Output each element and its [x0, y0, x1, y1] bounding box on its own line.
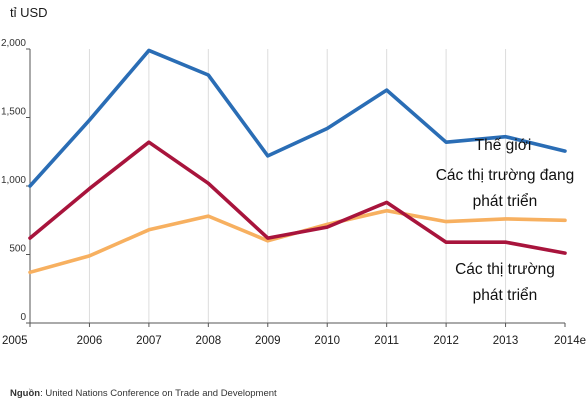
series-line-1 [28, 140, 567, 255]
x-tick-label: 2012 [433, 335, 459, 347]
y-tick-label: 500 [9, 244, 26, 255]
axes [29, 49, 565, 324]
series-label-line: Các thị trường [455, 261, 555, 278]
x-ticks: 2005 2006 2007 2008 2009 2010 2011 2012 2013 2014… [2, 323, 586, 347]
source-note: Nguồn: United Nations Conference on Trad… [10, 388, 277, 399]
x-tick-label: 2006 [77, 335, 103, 347]
series-label-2: Các thị trường đang phát triển [436, 167, 575, 210]
x-tick-label: 2013 [493, 335, 519, 347]
y-ticks: 0 500 1,000 1,500 2,000 [1, 38, 30, 324]
y-tick-label: 1,000 [1, 175, 26, 186]
x-tick-label: 2008 [196, 335, 222, 347]
x-tick-label: 2014e [554, 335, 586, 347]
series-label-line: Các thị trường đang [436, 167, 575, 184]
x-tick-label: 2011 [374, 335, 399, 347]
series-label-0: Thế giới [475, 137, 532, 154]
x-tick-label: 2010 [314, 335, 340, 347]
series-label-line: phát triển [473, 287, 538, 304]
y-axis-label: tỉ USD [10, 5, 48, 20]
y-tick-label: 1,500 [1, 107, 26, 118]
source-label: Nguồn [10, 388, 40, 399]
series-label-line: phát triển [473, 193, 538, 210]
series-label-1: Các thị trường phát triển [455, 261, 555, 304]
y-tick-label: 2,000 [1, 38, 26, 49]
grid [88, 49, 507, 323]
series-label-line: Thế giới [475, 137, 532, 154]
y-tick-label: 0 [20, 312, 26, 323]
source-text: : United Nations Conference on Trade and… [40, 388, 277, 399]
x-tick-label: 2009 [255, 335, 281, 347]
x-tick-label: 2007 [136, 335, 162, 347]
series-line-0 [28, 48, 567, 188]
series-group [28, 48, 567, 275]
x-tick-label: 2005 [2, 335, 28, 347]
